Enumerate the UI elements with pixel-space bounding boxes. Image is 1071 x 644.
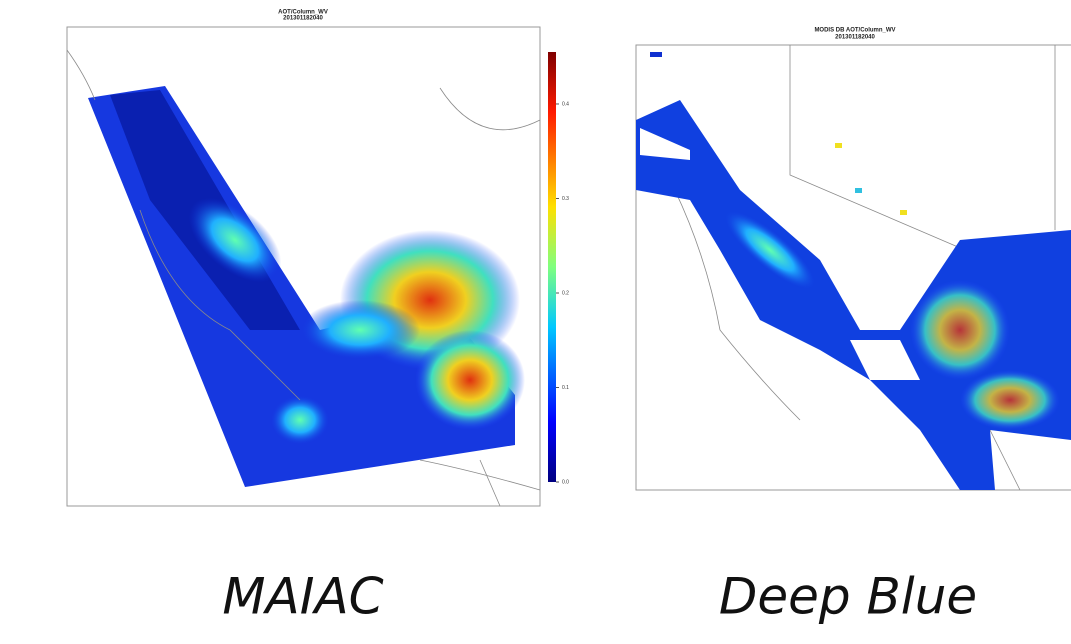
colorbar-tick-label: 0.1 (562, 385, 569, 391)
pixel (900, 210, 907, 215)
aerosol-patch (910, 280, 1010, 380)
colorbar-tick-label: 0.2 (562, 290, 569, 296)
caption: Deep Blue (719, 568, 977, 626)
pixel (855, 188, 862, 193)
deep-blue-panel: MODIS DB AOT/Column_WV 201301182040 Deep… (636, 28, 1071, 626)
caption: MAIAC (222, 568, 383, 626)
map-subtitle: 201301182040 (283, 16, 323, 22)
colorbar-tick-label: 0.3 (562, 196, 569, 202)
slide: AOT/Column_WV 201301182040 0.00.10.20.30… (0, 0, 1071, 639)
aerosol-patch (415, 330, 525, 430)
colorbar (548, 52, 556, 482)
maiac-panel: AOT/Column_WV 201301182040 0.00.10.20.30… (67, 10, 569, 626)
colorbar-tick-label: 0.0 (562, 479, 569, 485)
map-subtitle: 201301182040 (835, 35, 875, 41)
map-title: MODIS DB AOT/Column_WV (814, 28, 895, 34)
colorbar-tick-label: 0.4 (562, 101, 569, 107)
aerosol-patch (270, 395, 330, 445)
aerosol-patch (960, 370, 1060, 430)
pixel (835, 143, 842, 148)
colorbar-ticks: 0.0 0.1 0.2 0.3 0.4 (556, 101, 569, 485)
aerosol-patch (300, 300, 420, 360)
pixel (650, 52, 662, 57)
